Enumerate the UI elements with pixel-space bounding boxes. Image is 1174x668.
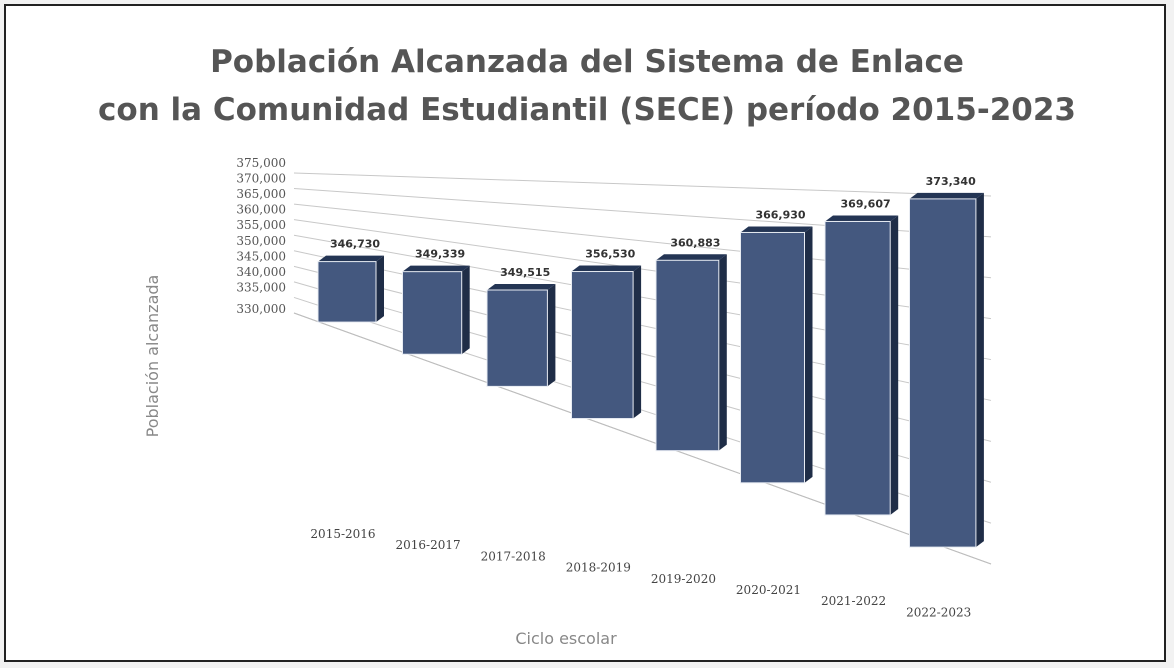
bar [740,231,805,484]
bar [402,271,463,355]
x-tick-label: 2019-2020 [651,572,716,586]
x-tick-label: 2017-2018 [481,549,546,563]
bar-side [376,255,384,323]
data-label: 366,930 [755,208,805,221]
x-axis-title: Ciclo escolar [515,629,617,648]
y-tick-label: 350,000 [236,234,286,248]
y-tick-label: 375,000 [236,156,286,170]
bar-side [890,215,899,515]
y-axis-title: Población alcanzada [143,275,162,438]
y-tick-label: 335,000 [236,280,286,294]
y-tick-label: 330,000 [236,302,286,316]
bar [571,271,634,420]
bar-top [825,215,899,222]
gridline [293,172,992,197]
x-tick-label: 2022-2023 [906,605,971,619]
chart-frame: Población Alcanzada del Sistema de Enlac… [4,4,1166,662]
x-tick-label: 2018-2019 [566,561,631,575]
data-label: 369,607 [841,197,891,210]
y-tick-label: 355,000 [236,218,286,232]
data-label: 356,530 [585,248,635,261]
y-tick-label: 370,000 [236,172,286,186]
x-tick-label: 2021-2022 [821,594,886,608]
y-tick-label: 360,000 [236,203,286,217]
y-tick-label: 340,000 [236,265,286,279]
data-label: 349,339 [415,248,465,261]
bar-top [571,265,642,272]
chart-title: Población Alcanzada del Sistema de Enlac… [210,44,964,80]
data-label: 373,340 [926,175,976,188]
bar-side [718,254,727,451]
bar-top [740,226,813,233]
bar-side [633,265,642,419]
bar [317,261,377,323]
bar-side [547,284,556,387]
x-tick-label: 2016-2017 [396,538,461,552]
bar [909,198,977,548]
bar [655,259,720,452]
data-label: 346,730 [330,238,380,251]
floor-line [293,312,992,565]
bar-side [804,226,813,483]
bar [824,220,891,516]
bar-top [656,254,727,261]
bar-top [487,284,556,291]
y-tick-label: 345,000 [236,249,286,263]
bar-top [402,265,470,272]
bar-side [461,265,470,355]
data-label: 349,515 [500,266,550,279]
x-tick-label: 2020-2021 [736,583,801,597]
bar-side [975,192,984,548]
data-label: 360,883 [670,236,720,249]
bar [486,289,548,387]
bar-top [318,255,384,262]
x-tick-label: 2015-2016 [310,527,375,541]
bar-top [909,192,984,199]
chart-subtitle: con la Comunidad Estudiantil (SECE) perí… [98,92,1076,128]
y-tick-label: 365,000 [236,187,286,201]
